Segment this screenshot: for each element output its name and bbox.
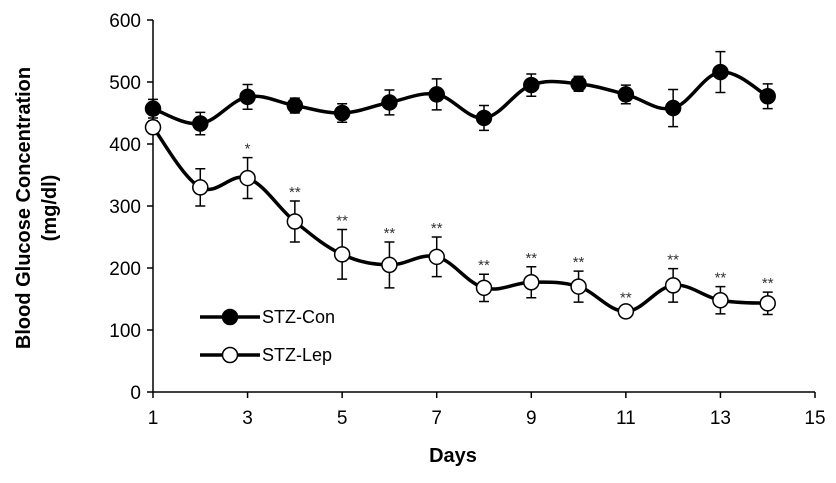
legend-marker	[221, 346, 239, 364]
x-tick-label: 15	[804, 408, 825, 429]
data-point	[712, 63, 729, 81]
legend-marker	[221, 308, 239, 326]
significance-label: **	[478, 257, 490, 274]
x-tick-label: 13	[710, 408, 731, 429]
x-tick-label: 1	[148, 408, 159, 429]
data-point	[381, 256, 398, 274]
data-point	[523, 76, 540, 94]
data-point	[759, 88, 776, 105]
data-point	[286, 97, 304, 114]
data-point	[333, 246, 351, 263]
significance-label: **	[384, 225, 396, 242]
data-point	[192, 115, 209, 132]
data-point	[333, 104, 351, 122]
data-point	[381, 94, 398, 111]
y-tick-label: 400	[109, 135, 141, 156]
data-point	[475, 279, 493, 297]
data-point	[664, 277, 682, 294]
data-point	[712, 291, 729, 309]
x-tick-label: 5	[337, 408, 348, 429]
data-point	[759, 295, 776, 312]
data-point	[570, 278, 587, 295]
data-point	[286, 213, 304, 230]
significance-label: **	[525, 250, 537, 267]
y-tick-label: 500	[109, 73, 141, 94]
legend-label: STZ-Con	[262, 307, 335, 327]
y-tick-label: 0	[130, 383, 141, 404]
data-point	[144, 119, 162, 136]
data-point	[475, 109, 493, 127]
significance-label: **	[573, 254, 585, 271]
data-point	[428, 86, 445, 103]
significance-label: **	[336, 213, 348, 230]
y-axis-label: (mg/dl)	[39, 175, 61, 242]
x-tick-label: 9	[526, 408, 537, 429]
y-tick-label: 300	[109, 197, 141, 218]
data-point	[570, 75, 587, 93]
significance-label: **	[715, 270, 727, 287]
data-point	[144, 100, 162, 117]
data-point	[239, 169, 256, 187]
significance-label: **	[762, 275, 774, 292]
y-axis-label: Blood Glucose Concentration	[13, 67, 35, 349]
data-point	[617, 303, 635, 320]
data-point	[617, 86, 635, 103]
significance-label: **	[667, 252, 679, 269]
x-axis-label: Days	[429, 445, 477, 467]
legend-label: STZ-Lep	[262, 345, 332, 365]
y-tick-label: 100	[109, 321, 141, 342]
significance-label: **	[431, 220, 443, 237]
y-tick-label: 600	[109, 11, 141, 32]
data-point	[428, 248, 445, 266]
significance-label: *	[245, 141, 251, 158]
significance-label: **	[620, 289, 632, 306]
data-point	[523, 274, 540, 291]
data-point	[664, 99, 682, 117]
x-tick-label: 3	[242, 408, 253, 429]
y-tick-label: 200	[109, 259, 141, 280]
significance-label: **	[289, 184, 301, 201]
data-point	[192, 179, 209, 196]
x-tick-label: 11	[616, 408, 636, 429]
data-point	[239, 88, 256, 106]
x-tick-label: 7	[431, 408, 442, 429]
